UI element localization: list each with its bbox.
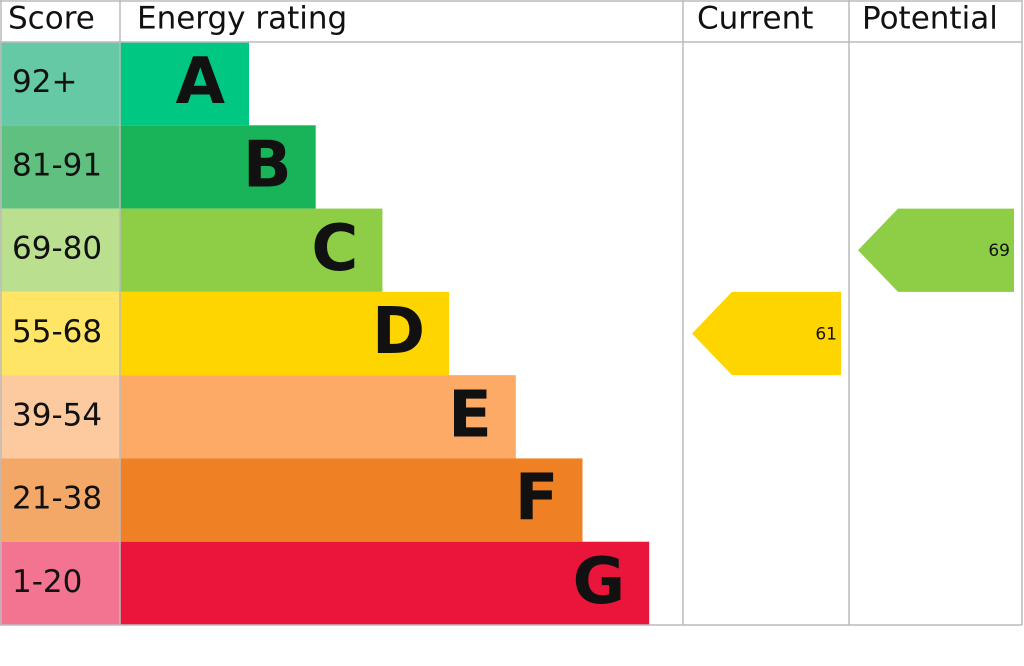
- rating-letter: G: [573, 545, 626, 619]
- rating-bar: [120, 375, 516, 459]
- rating-letter: B: [243, 129, 292, 203]
- current-value: 61: [815, 325, 837, 345]
- column-header: Current: [697, 1, 813, 37]
- rating-letter: F: [515, 462, 559, 536]
- score-range: 92+: [12, 64, 77, 100]
- score-cell: [0, 291, 120, 376]
- potential-value: 69: [988, 241, 1010, 261]
- score-range: 81-91: [12, 147, 102, 183]
- rating-bar: [120, 541, 650, 625]
- rating-bar: [120, 291, 450, 376]
- potential-arrow: [858, 208, 1014, 292]
- score-range: 55-68: [12, 314, 102, 350]
- rating-letter: D: [372, 295, 425, 369]
- score-range: 69-80: [12, 231, 102, 267]
- score-cell: [0, 125, 120, 209]
- column-header: Score: [8, 1, 95, 37]
- score-cell: [0, 208, 120, 292]
- column-header: Energy rating: [137, 1, 347, 37]
- score-cell: [0, 42, 120, 126]
- rating-bar: [120, 125, 316, 209]
- current-arrow: [692, 291, 841, 376]
- rating-bar: [120, 458, 583, 542]
- rating-letter: C: [311, 212, 358, 286]
- score-range: 39-54: [12, 397, 102, 433]
- rating-letter: A: [175, 45, 225, 119]
- rating-bar: [120, 208, 383, 292]
- rating-letter: E: [448, 378, 492, 452]
- score-cell: [0, 375, 120, 459]
- column-header: Potential: [862, 1, 998, 37]
- score-range: 1-20: [12, 564, 82, 600]
- rating-bar: [120, 42, 249, 126]
- score-range: 21-38: [12, 481, 102, 517]
- score-cell: [0, 541, 120, 625]
- score-cell: [0, 458, 120, 542]
